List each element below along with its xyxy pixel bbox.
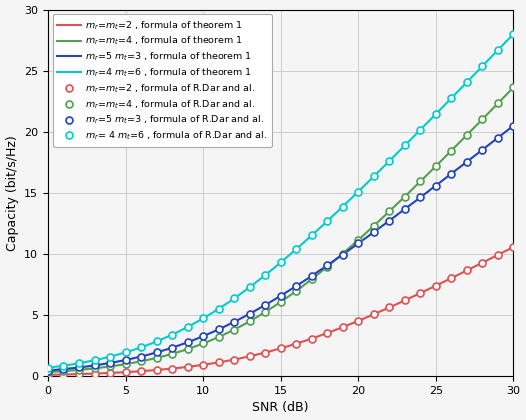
X-axis label: SNR (dB): SNR (dB)	[252, 402, 309, 415]
Y-axis label: Capacity (bit/s/Hz): Capacity (bit/s/Hz)	[6, 135, 18, 251]
Legend: $m_r$=$m_t$=2 , formula of theorem 1, $m_r$=$m_t$=4 , formula of theorem 1, $m_r: $m_r$=$m_t$=2 , formula of theorem 1, $m…	[53, 14, 272, 147]
